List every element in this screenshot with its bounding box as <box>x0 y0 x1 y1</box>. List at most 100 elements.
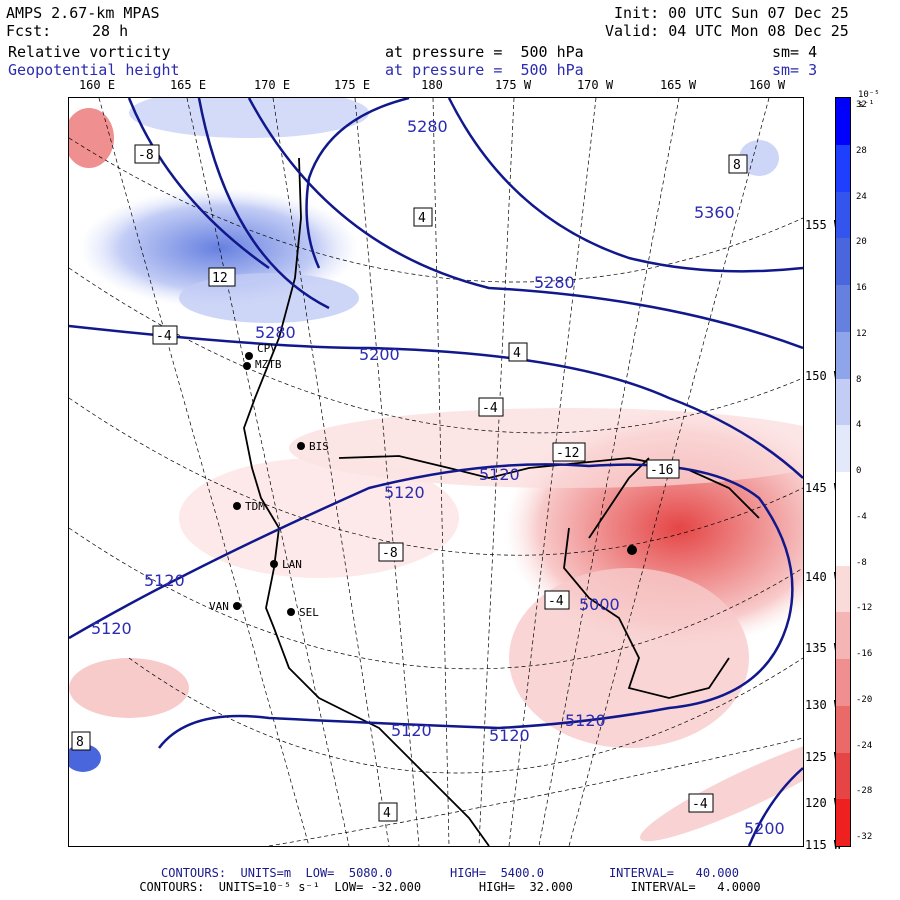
height-contours <box>69 98 803 846</box>
colorbar-tick-label: 20 <box>856 237 867 248</box>
lon-label: 175 W <box>494 78 532 92</box>
lon-label: 175 E <box>333 78 371 92</box>
colorbar-segment <box>836 518 850 566</box>
height-label: 5280 <box>255 323 296 342</box>
vort-box: -16 <box>646 459 680 479</box>
colorbar-tick-label: -4 <box>856 511 867 522</box>
negative-vorticity-area <box>69 658 189 718</box>
colorbar-tick-label: 32 <box>856 100 867 110</box>
vort-box: 4 <box>378 802 398 822</box>
colorbar-tick-label: 16 <box>856 283 867 293</box>
field1-smoothing: sm= 4 <box>772 43 818 61</box>
height-labels: 5360 5280 5200 5120 5120 5120 5120 5120 … <box>91 117 785 838</box>
colorbar-tick-label: 28 <box>856 145 867 156</box>
lon-label: 170 E <box>253 78 291 92</box>
vort-box: -4 <box>478 397 504 417</box>
svg-text:-4: -4 <box>482 401 498 416</box>
lon-label: 160 W <box>748 78 786 92</box>
vort-box: -4 <box>152 325 178 345</box>
negative-vorticity-area <box>639 734 803 842</box>
svg-text:-8: -8 <box>382 546 398 561</box>
positive-vorticity-area <box>179 273 359 323</box>
forecast-value: 28 h <box>92 22 129 40</box>
vort-box: -4 <box>688 793 714 813</box>
colorbar-tick-label: 24 <box>856 191 867 202</box>
negative-vorticity-area <box>179 458 459 578</box>
colorbar-tick-label: -12 <box>856 603 873 614</box>
vort-box: -12 <box>552 442 586 462</box>
lat-label: 140 W <box>805 570 842 584</box>
svg-text:4: 4 <box>513 346 521 361</box>
vort-box: -8 <box>378 542 404 562</box>
lat-label: 155 W <box>805 218 842 232</box>
positive-vorticity-area <box>129 98 369 138</box>
colorbar-tick-label: 8 <box>856 374 862 385</box>
station-marker[interactable]: VAN <box>209 600 241 613</box>
vort-box: 8 <box>728 154 748 174</box>
lat-label: 120 W <box>805 796 842 810</box>
station-marker[interactable]: LAN <box>270 558 302 571</box>
vort-box: 8 <box>71 731 91 751</box>
vort-box: 12 <box>208 267 236 287</box>
vorticity-labels: -8 8 -4 4 12 -4 -12 -16 -8 -4 4 8 -4 4 <box>71 144 748 822</box>
svg-text:TDM: TDM <box>245 500 265 513</box>
lon-label: 165 E <box>169 78 207 92</box>
height-label: 5360 <box>694 203 735 222</box>
vort-box: -4 <box>544 590 570 610</box>
svg-text:4: 4 <box>418 211 426 226</box>
colorbar-segment <box>836 565 850 613</box>
map-panel: 5360 5280 5200 5120 5120 5120 5120 5120 … <box>68 97 804 847</box>
colorbar-segment <box>836 285 850 332</box>
svg-text:BIS: BIS <box>309 440 329 453</box>
colorbar-segment <box>836 752 850 800</box>
svg-text:-4: -4 <box>156 329 172 344</box>
lat-label: 150 W <box>805 369 842 383</box>
vort-box: 4 <box>508 342 528 362</box>
colorbar-tick-label: -20 <box>856 694 873 705</box>
svg-text:-8: -8 <box>138 148 154 163</box>
colorbar-segment <box>836 659 850 706</box>
colorbar-segment <box>836 238 850 285</box>
height-label: 5120 <box>384 483 425 502</box>
colorbar-segment <box>836 425 850 472</box>
height-label: 5120 <box>391 721 432 740</box>
vort-box: 4 <box>413 207 433 227</box>
colorbar-segment <box>836 98 850 145</box>
colorbar-tick-label: -16 <box>856 649 873 659</box>
field1-name: Relative vorticity <box>8 43 171 61</box>
station-marker[interactable]: SEL <box>287 606 319 619</box>
svg-text:-12: -12 <box>556 446 579 461</box>
svg-text:VAN: VAN <box>209 600 229 613</box>
station-marker[interactable]: TDM <box>233 500 265 513</box>
colorbar-segment <box>836 799 850 846</box>
svg-text:12: 12 <box>212 271 228 286</box>
colorbar-segment <box>836 612 850 659</box>
height-label: 5280 <box>407 117 448 136</box>
vort-box: -8 <box>134 144 160 164</box>
height-label: 5120 <box>565 711 606 730</box>
field2-name: Geopotential height <box>8 61 180 79</box>
positive-vorticity-area <box>739 140 779 176</box>
height-label: 5120 <box>479 465 520 484</box>
height-label: 5200 <box>359 345 400 364</box>
svg-text:8: 8 <box>733 158 741 173</box>
coastline <box>243 157 760 846</box>
station-marker[interactable]: MZTB <box>243 358 282 371</box>
height-label: 5120 <box>144 571 185 590</box>
lon-label: 170 W <box>576 78 614 92</box>
height-label: 5000 <box>579 595 620 614</box>
svg-text:-4: -4 <box>692 797 708 812</box>
footer-height-contours: CONTOURS: UNITS=m LOW= 5080.0 HIGH= 5400… <box>161 866 739 880</box>
station-marker[interactable]: BIS <box>297 440 329 453</box>
svg-text:-16: -16 <box>650 463 673 478</box>
lat-label: 130 W <box>805 698 842 712</box>
svg-text:SEL: SEL <box>299 606 319 619</box>
station-marker[interactable]: CPV <box>245 342 277 360</box>
colorbar-segment <box>836 705 850 753</box>
colorbar-unit: 10⁻⁵ s⁻¹ <box>858 90 880 110</box>
colorbar-tick-label: 12 <box>856 328 867 339</box>
lat-label: 135 W <box>805 641 842 655</box>
svg-text:4: 4 <box>383 806 391 821</box>
station-marker <box>627 545 637 555</box>
colorbar-segment <box>836 191 850 239</box>
